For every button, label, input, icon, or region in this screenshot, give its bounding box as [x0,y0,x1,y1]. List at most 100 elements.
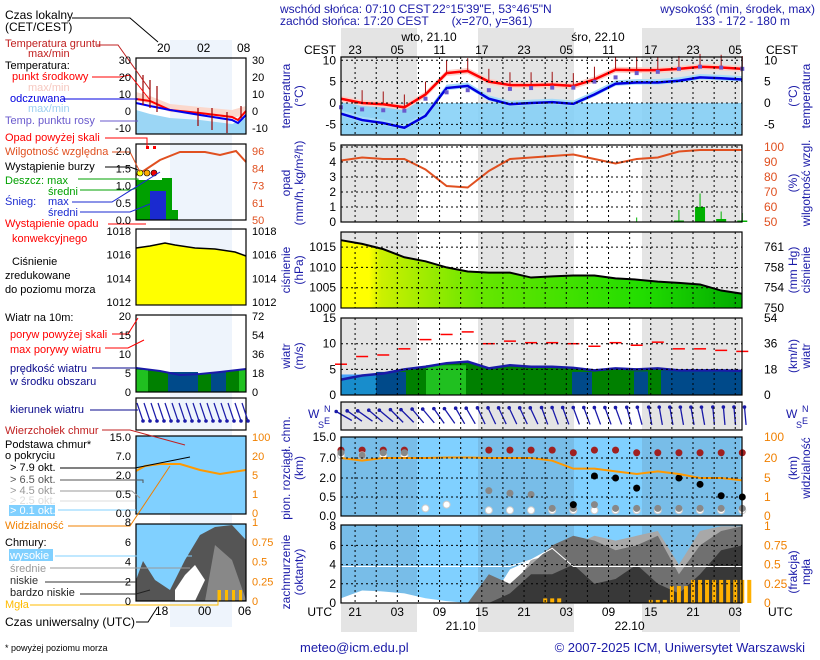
legend-wind-arrowhead [218,419,222,423]
wind-direction-arrow [690,407,695,425]
legend-cover-tick: 0 [125,596,131,608]
legend-snow-bars [150,191,166,220]
legend-cloud-top: Wierzchołek chmur [5,425,99,437]
cloud-base-dot-4-5 [590,501,598,509]
dew-point-marker [592,79,597,84]
cloud-top-dot [527,446,535,454]
local-hour-label: 23 [348,43,362,57]
local-hour-label: 11 [433,43,446,57]
cloud-height-tick: 7.0 [319,451,336,465]
cloud-base-dot-4-5 [358,451,366,459]
legend-wind-arrowhead [197,419,201,423]
legend-storm-dot [150,169,158,177]
compass-south: S [796,420,802,430]
cloud-top-dot [569,449,577,457]
legend-clouds: Chmury: [5,537,47,549]
cloud-base-dot-4-5 [696,504,704,512]
cloud-cover-axis-title-right: (frakcja) [786,550,800,593]
utc-label: UTC [307,605,332,619]
legend-wind-arrowhead [176,419,180,423]
dew-point-marker [655,69,660,74]
legend-wind-arrowhead [204,419,208,423]
legend-convective-2: konwekcyjnego [12,233,87,245]
pressure-mmhg-tick: 758 [764,260,784,274]
pressure-axis-title-right: ciśnienie [799,246,813,293]
wind-direction-arrow [722,406,726,426]
legend-snow-mean: średni [48,207,78,219]
legend-temp-band [136,92,246,118]
legend-wind-arrow [150,402,158,422]
fog-bar [550,598,555,603]
legend-wind-arrow [241,402,249,422]
dew-point-marker [719,65,724,70]
legend-temp-tick-right: 0 [252,106,258,118]
local-hour-label: 05 [560,43,574,57]
precip-tick: 3 [329,170,336,184]
wind-direction-arrow [529,407,539,425]
wind-tick: 5 [329,362,336,376]
temperature-tick-right: 10 [764,53,778,67]
wind-direction-arrowhead [517,406,522,410]
legend-wind-line [135,367,247,377]
legend-wind-tick: 0 [125,387,131,399]
legend-visibility: Widzialność [5,520,64,532]
dew-point-marker [676,66,681,71]
legend-fog-bar [218,590,221,601]
wind-direction-arrow [669,407,674,425]
wind-direction-arrowhead [464,406,469,411]
cloud-top-dot [506,446,514,454]
legend-wind-segment [136,370,148,392]
precip-tick: 0 [329,215,336,229]
cloud-base-dot-7-9 [696,480,704,488]
wind-direction-arrow [443,408,456,424]
legend-ground-temp-bars [142,75,242,133]
legend-humidity-tick: 84 [252,163,264,175]
wind-direction-arrow [593,407,602,425]
temperature-axis-title: (°C) [292,85,306,106]
legend-local-time-zone: (CET/CEST) [5,20,72,34]
wind-direction-arrow [700,407,706,425]
day-night-shading [341,28,742,632]
night-band-header [341,28,417,57]
legend-vis-tick: 20 [252,451,264,463]
humidity-tick: 70 [764,185,778,199]
legend-wind-arrowhead [190,419,194,423]
wind-direction-arrowhead [613,405,618,410]
legend-fog-bar [239,590,242,601]
legend-wind-arrow [171,402,179,422]
legend-humidity-tick: 61 [252,198,264,210]
contact-email-link[interactable]: meteo@icm.edu.pl [300,640,409,655]
legend-local-hour: 20 [157,41,171,55]
legend-cloud-high: wysokie [9,550,49,562]
fog-bar [726,579,731,603]
wind-direction-arrowhead [721,405,726,409]
legend-wind-kmh-tick: 18 [252,368,264,380]
legend-humidity-tick: 96 [252,146,264,158]
cloud-cover-high-line [341,547,743,568]
local-time-label-right: CEST [766,43,799,57]
wind-direction-arrow [658,407,664,425]
fog-tick: 0.25 [764,577,788,591]
wind-direction-arrow [679,407,685,425]
wind-direction-arrow [614,407,623,425]
legend-mid-maxmin: max/min [28,82,70,94]
wind-direction-arrowhead [410,407,414,411]
cloud-base-dot-4-5 [717,504,725,512]
legend-okt-65: > 6.5 okt. [10,474,56,486]
legend-ground-temp: Temperatura gruntu [5,38,101,50]
pressure-area [341,240,743,308]
legend-precip-tick: 2.0 [116,146,131,158]
night-band-footer [642,604,740,632]
pressure-axis-title-right: (mm Hg) [786,247,800,294]
legend-okt-01: > 0.1 okt. [10,505,56,517]
fog-bar [676,586,681,603]
visibility-tick: 5 [764,471,771,485]
temperature-tick-right: 0 [764,96,771,110]
wind-direction-arrowhead [507,406,511,410]
legend-rain-bar [172,210,178,220]
temperature-tick: 10 [323,53,337,67]
humidity-line [340,149,743,189]
legend-pressure: Ciśnienie [12,256,57,268]
legend-vis-tick: 100 [252,432,270,444]
